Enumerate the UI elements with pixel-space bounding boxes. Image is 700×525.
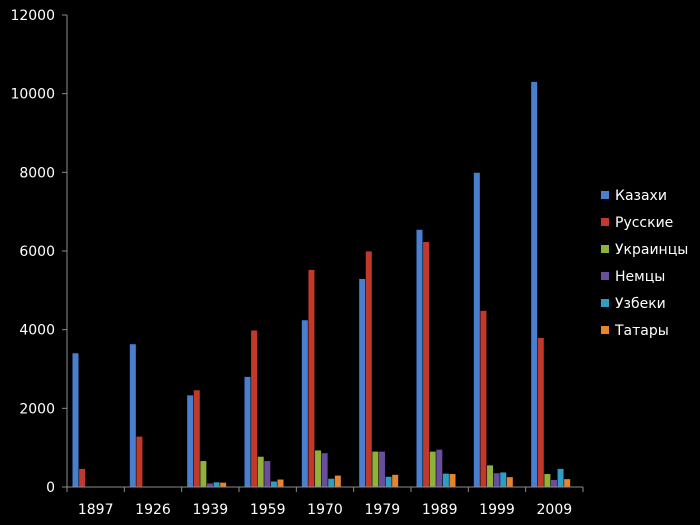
y-tick-label: 0 xyxy=(46,480,55,496)
bar-1989-series-4 xyxy=(442,473,449,487)
bar-1939-series-5 xyxy=(220,482,227,487)
bar-2009-series-2 xyxy=(544,474,551,487)
bar-2009-series-3 xyxy=(550,479,557,487)
bar-1979-series-2 xyxy=(372,451,379,487)
bar-1959-series-1 xyxy=(251,330,258,487)
bar-1999-series-1 xyxy=(480,310,487,487)
x-tick-label: 1959 xyxy=(250,502,286,518)
bar-1979-series-1 xyxy=(365,251,372,487)
bar-1999-series-3 xyxy=(493,473,500,487)
bar-1970-series-2 xyxy=(315,450,322,487)
bar-1959-series-5 xyxy=(277,479,284,487)
bar-1897-series-1 xyxy=(79,468,86,487)
bar-2009-series-0 xyxy=(531,81,538,488)
bar-1897-series-0 xyxy=(72,353,79,487)
bar-1959-series-0 xyxy=(244,376,251,487)
bar-1970-series-4 xyxy=(328,478,335,487)
x-tick-label: 1979 xyxy=(365,502,401,518)
bar-1939-series-4 xyxy=(213,482,220,487)
bar-1970-series-5 xyxy=(334,475,341,487)
y-tick-label: 4000 xyxy=(19,323,55,339)
legend-label: Татары xyxy=(614,323,669,339)
bar-1970-series-3 xyxy=(321,453,328,487)
x-tick-label: 1970 xyxy=(307,502,343,518)
x-tick-label: 1939 xyxy=(193,502,229,518)
y-tick-label: 10000 xyxy=(10,87,55,103)
axes-layer xyxy=(66,15,583,488)
bar-1999-series-2 xyxy=(487,465,494,487)
bar-1999-series-0 xyxy=(473,172,480,488)
legend-label: Узбеки xyxy=(615,296,666,312)
y-tick-label: 8000 xyxy=(19,165,55,181)
bar-1979-series-5 xyxy=(392,474,399,487)
legend-swatch xyxy=(601,191,609,199)
legend-label: Казахи xyxy=(615,188,667,204)
x-tick-label: 1897 xyxy=(78,502,114,518)
legend-label: Украинцы xyxy=(615,242,688,258)
bar-1939-series-0 xyxy=(187,395,194,487)
bar-1926-series-0 xyxy=(129,344,136,487)
bar-1959-series-3 xyxy=(264,461,271,487)
x-tick-label: 1926 xyxy=(135,502,171,518)
x-tick-label: 2009 xyxy=(537,502,573,518)
bar-1999-series-5 xyxy=(506,477,513,487)
bar-1989-series-3 xyxy=(436,449,443,487)
bar-1979-series-3 xyxy=(378,451,385,487)
bar-1989-series-2 xyxy=(429,451,436,487)
legend-swatch xyxy=(601,299,609,307)
legend-label: Немцы xyxy=(615,269,665,285)
bar-1959-series-2 xyxy=(257,456,264,487)
legend-swatch xyxy=(601,218,609,226)
bar-1970-series-1 xyxy=(308,269,315,487)
bar-1979-series-4 xyxy=(385,476,392,487)
ticks-layer: 0 2000 4000 6000 8000 10000 12000 1897 1926 1939 1… xyxy=(10,8,584,518)
bar-1939-series-2 xyxy=(200,461,207,487)
legend: Казахи Русские Украинцы Немцы Узбеки Татары xyxy=(601,188,688,339)
bar-1939-series-1 xyxy=(193,390,200,487)
bar-1959-series-4 xyxy=(270,481,277,487)
bar-2009-series-5 xyxy=(564,479,571,487)
legend-swatch xyxy=(601,272,609,280)
legend-swatch xyxy=(601,245,609,253)
y-tick-label: 12000 xyxy=(10,8,55,24)
bar-1926-series-1 xyxy=(136,436,143,487)
bar-1989-series-0 xyxy=(416,229,423,487)
y-tick-label: 2000 xyxy=(19,401,55,417)
legend-label: Русские xyxy=(615,215,673,231)
bar-1979-series-0 xyxy=(359,278,366,487)
bars-layer xyxy=(72,81,571,488)
bar-1989-series-1 xyxy=(423,241,430,487)
bar-1999-series-4 xyxy=(500,472,507,487)
bar-1939-series-3 xyxy=(206,483,213,487)
bar-2009-series-4 xyxy=(557,468,564,487)
x-tick-label: 1989 xyxy=(422,502,458,518)
bar-1989-series-5 xyxy=(449,474,456,487)
x-tick-label: 1999 xyxy=(479,502,515,518)
y-tick-label: 6000 xyxy=(19,244,55,260)
legend-swatch xyxy=(601,326,609,334)
bar-2009-series-1 xyxy=(537,337,544,487)
bar-1970-series-0 xyxy=(301,320,308,487)
